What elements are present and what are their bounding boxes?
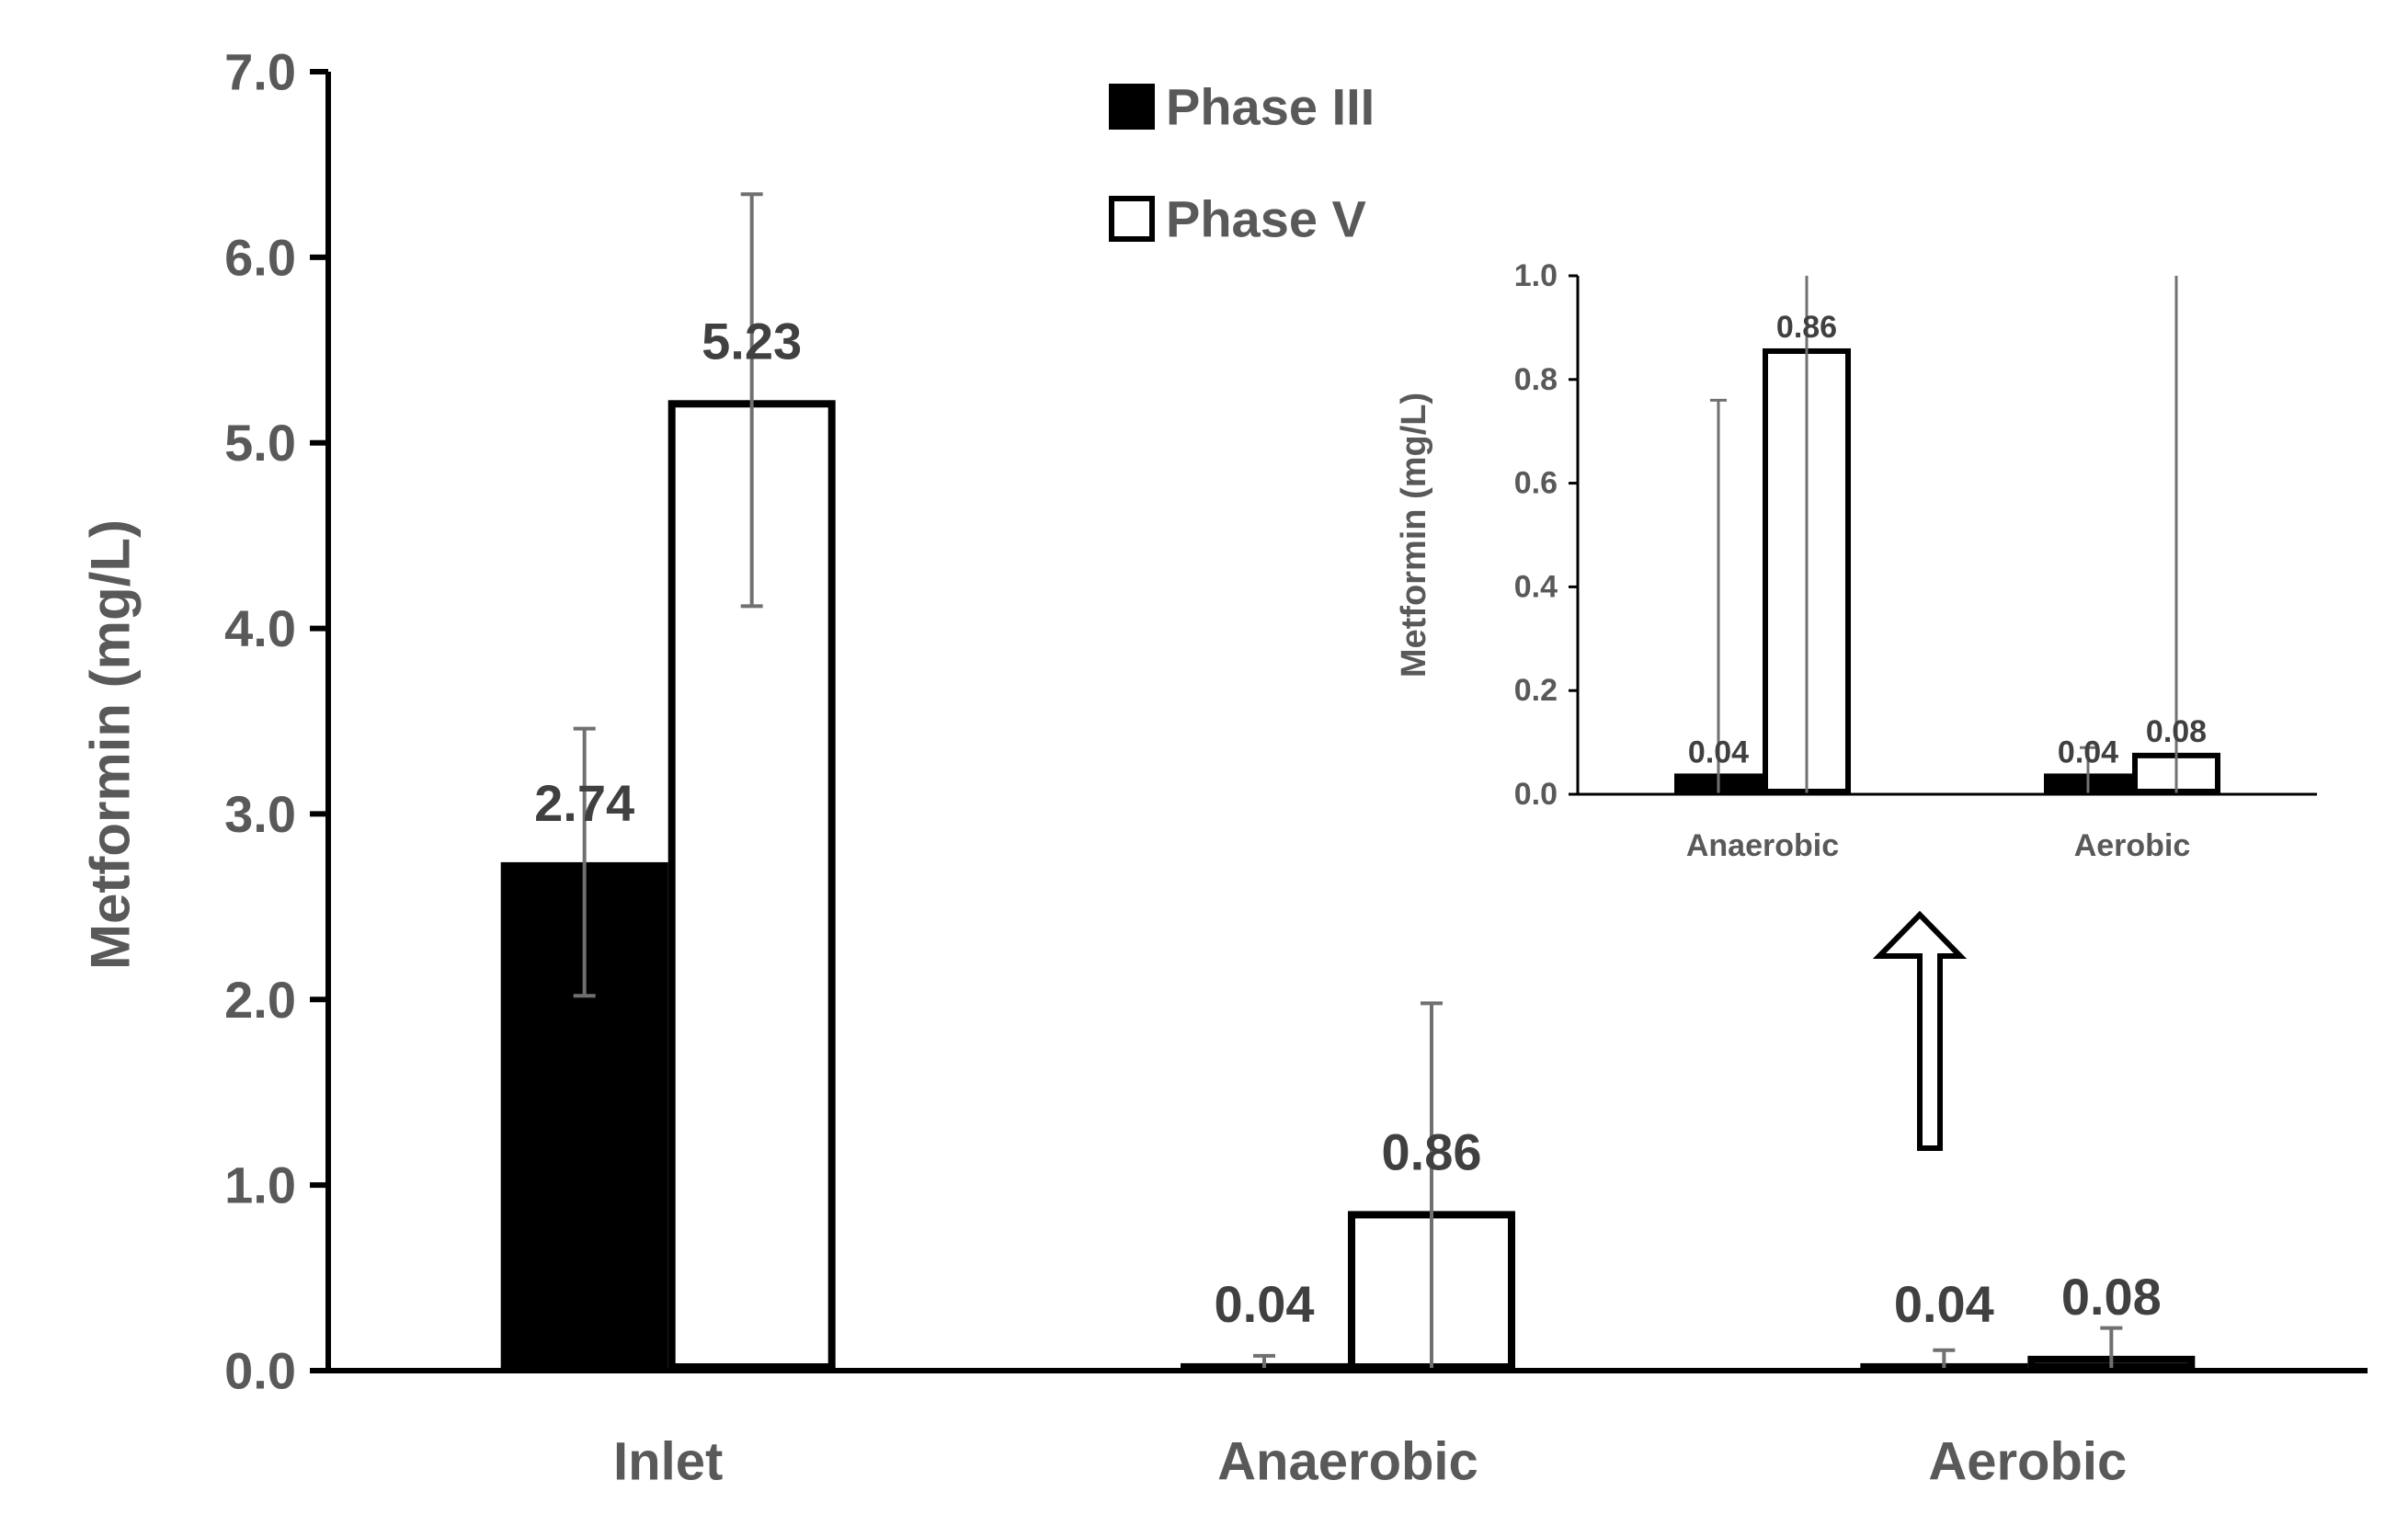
y-tick-label: 0.0 [1514,777,1558,812]
legend-swatch-phase-iii [1109,84,1155,130]
y-tick-label: 2.0 [224,971,296,1029]
y-axis-title: Metformin (mg/L) [1395,393,1433,678]
y-tick-label: 1.0 [224,1156,296,1214]
data-label: 5.23 [702,312,802,370]
data-label: 0.04 [2058,735,2118,769]
data-label: 0.04 [1688,735,1749,769]
x-tick-label: Inlet [613,1432,723,1492]
legend-label: Phase III [1166,78,1375,136]
y-tick-label: 1.0 [1514,258,1558,293]
legend: Phase III Phase V [1109,78,1375,248]
data-label: 0.04 [1215,1275,1315,1333]
y-tick-label: 0.0 [224,1342,296,1400]
data-label: 0.08 [2146,714,2207,749]
x-tick-label: Anaerobic [1217,1432,1478,1492]
x-tick-label: Aerobic [1928,1432,2127,1492]
y-tick-label: 0.2 [1514,673,1558,708]
inset-plot: 0.0 0.2 0.4 0.6 0.8 1.0 0.04 0.86 Anaerobic 0.04 0… [1395,258,2317,863]
data-label: 0.08 [2061,1268,2162,1326]
legend-swatch-phase-v [1109,196,1155,242]
data-label: 2.74 [534,774,634,832]
up-arrow-icon [1872,910,1968,1151]
y-tick-label: 3.0 [224,785,296,843]
y-tick-label: 4.0 [224,599,296,657]
data-label: 0.86 [1382,1122,1482,1180]
main-plot: 0.0 1.0 2.0 3.0 4.0 5.0 6.0 7.0 2.74 5.23 Inlet 0.0… [80,43,2368,1492]
y-axis-title: Metformin (mg/L) [80,519,142,970]
data-label: 0.86 [1776,310,1837,345]
y-tick-label: 5.0 [224,414,296,472]
y-tick-label: 6.0 [224,228,296,286]
x-tick-label: Anaerobic [1686,828,1839,863]
y-tick-label: 0.4 [1514,569,1558,604]
y-tick-label: 7.0 [224,43,296,101]
y-tick-label: 0.6 [1514,466,1558,501]
x-tick-label: Aerobic [2074,828,2191,863]
data-label: 0.04 [1894,1275,1994,1333]
annotation [1872,910,1968,1151]
y-tick-label: 0.8 [1514,362,1558,397]
legend-label: Phase V [1166,190,1366,248]
